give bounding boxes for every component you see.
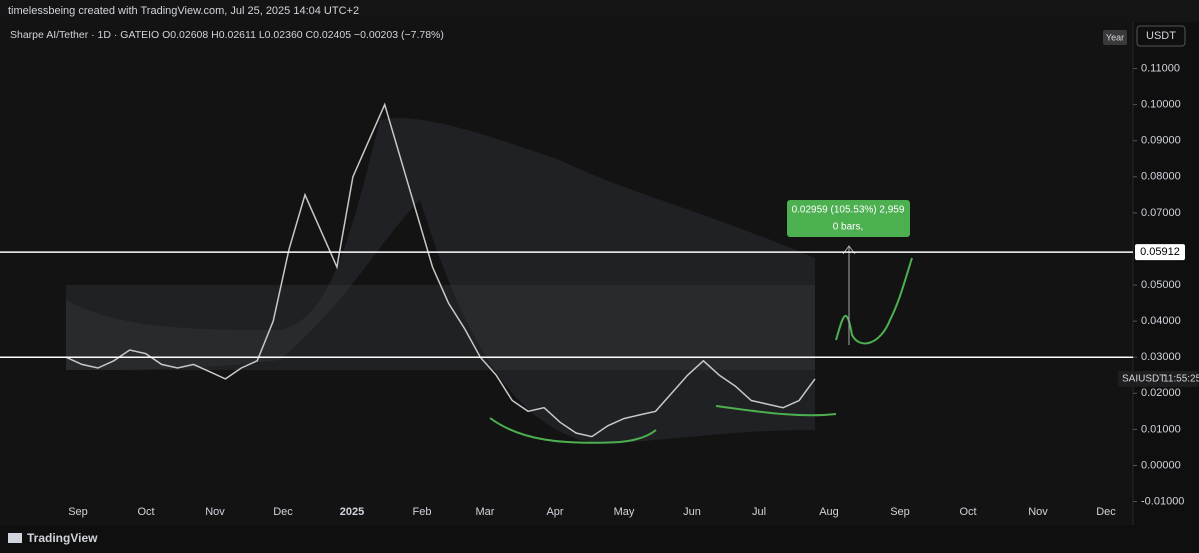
band — [66, 118, 815, 443]
symbol-label: SAIUSDT — [1122, 374, 1165, 385]
y-tick-label: 0.00000 — [1141, 459, 1181, 471]
level-label: 0.05912 — [1140, 246, 1180, 258]
measure-bars: 0 bars, — [833, 222, 864, 233]
measure-box — [787, 200, 910, 237]
y-tick-label: 0.02000 — [1141, 387, 1181, 399]
countdown-label: 11:55:25 — [1163, 374, 1199, 385]
y-tick-label: 0.01000 — [1141, 423, 1181, 435]
range-badge: Year — [1106, 32, 1124, 42]
x-tick-label: Sep — [68, 506, 88, 518]
x-tick-label: Apr — [546, 506, 563, 518]
footer-text: TradingView — [27, 531, 98, 545]
y-tick-label: 0.04000 — [1141, 315, 1181, 327]
y-tick-label: 0.11000 — [1141, 62, 1180, 74]
header-text: timelessbeing created with TradingView.c… — [8, 5, 359, 17]
x-tick-label: Nov — [205, 506, 225, 518]
y-tick-label: 0.07000 — [1141, 207, 1181, 219]
x-tick-label: Jul — [752, 506, 766, 518]
drawing — [489, 417, 657, 444]
symbol-label-bg — [1118, 370, 1198, 387]
y-tick-label: 0.08000 — [1141, 171, 1181, 183]
x-tick-label: Dec — [273, 506, 293, 518]
x-tick-label: Aug — [819, 506, 839, 518]
measure-text: 0.02959 (105.53%) 2,959 — [792, 205, 905, 216]
y-tick-label: 0.09000 — [1141, 135, 1181, 147]
x-tick-label: Sep — [890, 506, 910, 518]
logo — [8, 533, 22, 543]
footer-bar — [0, 525, 1199, 553]
y-tick-label: 0.05000 — [1141, 279, 1181, 291]
currency-label[interactable]: USDT — [1146, 30, 1176, 42]
x-tick-label: 2025 — [340, 506, 364, 518]
measure-arrow-head — [842, 245, 856, 255]
header-bar — [0, 0, 1199, 22]
range-box — [66, 285, 815, 370]
drawing — [715, 405, 837, 417]
x-tick-label: May — [614, 506, 635, 518]
currency-button[interactable] — [1136, 25, 1186, 47]
level-label-bg — [1135, 244, 1185, 261]
x-tick-label: Jun — [683, 506, 701, 518]
x-tick-label: Nov — [1028, 506, 1048, 518]
y-tick-label: 0.03000 — [1141, 351, 1181, 363]
drawing — [835, 257, 913, 345]
y-tick-label: -0.01000 — [1141, 495, 1184, 507]
x-tick-label: Dec — [1096, 506, 1116, 518]
y-tick-label: 0.10000 — [1141, 99, 1181, 111]
x-tick-label: Oct — [959, 506, 976, 518]
x-tick-label: Feb — [413, 506, 432, 518]
range-badge-bg — [1103, 30, 1127, 45]
legend: Sharpe AI/Tether · 1D · GATEIO O0.02608 … — [10, 29, 444, 41]
price-line — [65, 102, 816, 438]
x-tick-label: Mar — [476, 506, 495, 518]
x-tick-label: Oct — [137, 506, 154, 518]
